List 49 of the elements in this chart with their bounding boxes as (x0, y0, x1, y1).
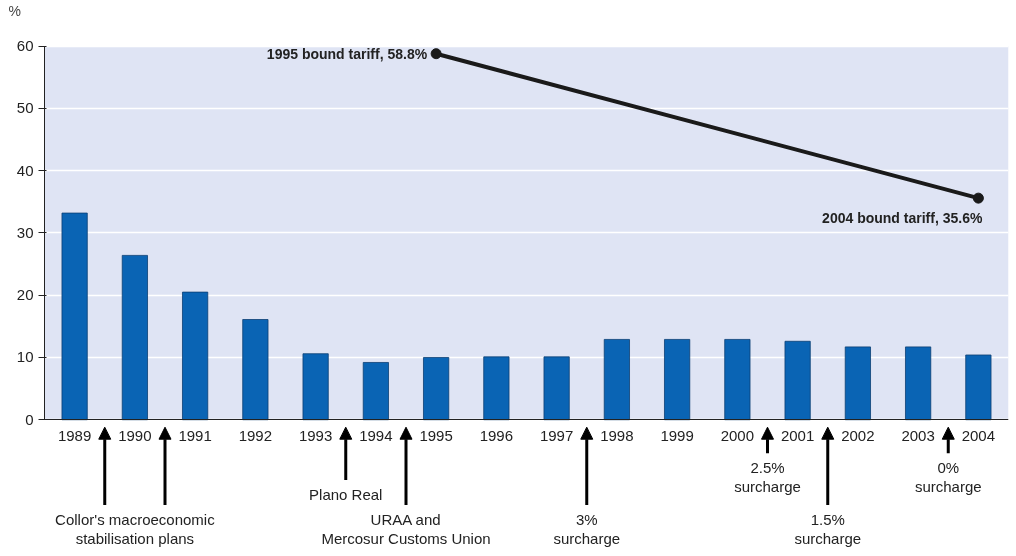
bar (242, 319, 269, 421)
bar (603, 339, 630, 421)
x-tick-label: 1991 (178, 426, 212, 444)
bar (302, 353, 329, 421)
x-tick-label: 1992 (238, 426, 273, 444)
bar (61, 212, 88, 421)
bar (182, 291, 209, 421)
bar (543, 356, 570, 421)
y-tick-label: 10 (16, 348, 34, 366)
y-tick-label: 0 (25, 410, 34, 428)
y-tick-label: 30 (16, 223, 34, 241)
text: 0% surcharge (914, 458, 982, 496)
y-tick-label: 60 (16, 37, 34, 55)
bar (362, 362, 389, 421)
text: 1.5% surcharge (794, 510, 862, 548)
x-tick-label: 1989 (57, 426, 92, 444)
x-tick-label: 1993 (298, 426, 333, 444)
text: URAA and Mercosur Customs Union (321, 510, 491, 548)
x-tick-label: 1996 (479, 426, 514, 444)
x-tick-label: 2004 (961, 426, 996, 444)
text: Collor's macroeconomic stabilisation plans (55, 510, 216, 548)
text: Plano Real (309, 485, 383, 503)
text: 3% surcharge (553, 510, 621, 548)
x-tick-label: 1990 (118, 426, 152, 444)
x-tick-label: 1998 (600, 426, 634, 444)
y-tick-label: 40 (16, 161, 34, 179)
bar (121, 254, 148, 421)
y-tick-label: 50 (16, 99, 34, 117)
bar (844, 346, 871, 421)
x-tick-label: 2000 (720, 426, 755, 444)
x-tick-label: 1994 (359, 426, 393, 444)
x-tick-label: 2002 (841, 426, 875, 444)
annotation: 2004 bound tariff, 35.6% (822, 210, 983, 227)
x-tick-label: 1999 (660, 426, 694, 444)
bar (483, 356, 510, 421)
bar (965, 354, 992, 421)
y-tick-label: 20 (16, 286, 34, 304)
annotation: 1995 bound tariff, 58.8% (266, 45, 428, 62)
bar (905, 346, 932, 421)
y-axis-title: % (8, 2, 21, 19)
x-tick-label: 1997 (539, 426, 574, 444)
bar (664, 339, 691, 421)
text: 2.5% surcharge (734, 458, 801, 496)
x-tick-label: 2003 (901, 426, 935, 444)
x-tick-label: 2001 (780, 426, 815, 444)
x-tick-label: 1995 (419, 426, 453, 444)
bar (724, 339, 751, 421)
bar (423, 357, 450, 421)
bar (784, 340, 811, 421)
